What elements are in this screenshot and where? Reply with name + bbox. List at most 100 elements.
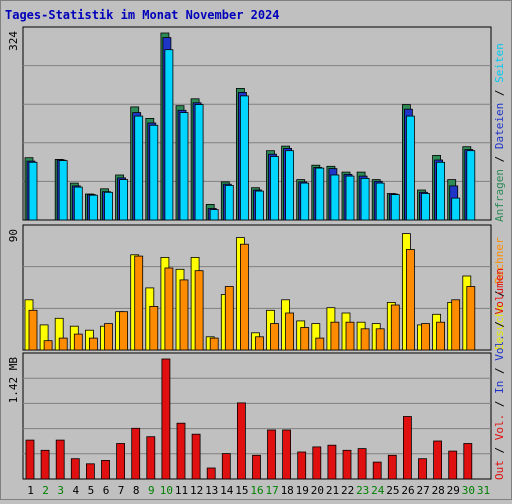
legend-separator: / xyxy=(493,149,506,169)
x-tick-label-day-23: 23 xyxy=(356,484,369,497)
bar-rechner-day-12 xyxy=(194,270,204,351)
x-tick-label-day-18: 18 xyxy=(281,484,294,497)
bar-volumen-day-28 xyxy=(433,440,443,480)
legend-separator: / xyxy=(493,361,506,381)
bar-seiten-day-20 xyxy=(315,167,325,221)
bar-volumen-day-25 xyxy=(387,454,397,480)
bar-rechner-day-21 xyxy=(330,321,340,351)
x-tick-label-day-17: 17 xyxy=(265,484,278,497)
bar-rechner-day-7 xyxy=(119,311,128,351)
bar-volumen-day-21 xyxy=(327,444,337,480)
bar-volumen-day-16 xyxy=(252,454,261,480)
legend-entry: Anfragen xyxy=(493,169,506,222)
legend-entry: Vol. xyxy=(493,334,506,361)
legend-entry: Dateien xyxy=(493,103,506,149)
bar-rechner-day-8 xyxy=(134,255,144,351)
legend-visits: Besuche / Rechner xyxy=(493,237,506,350)
bar-volumen-day-13 xyxy=(206,467,216,480)
bar-seiten-day-24 xyxy=(375,182,385,221)
bar-seiten-day-1 xyxy=(28,161,38,221)
bar-volumen-day-2 xyxy=(40,449,50,480)
x-tick-label-day-25: 25 xyxy=(386,484,399,497)
bar-seiten-day-25 xyxy=(390,194,400,221)
bar-volumen-day-7 xyxy=(116,443,125,480)
bar-volumen-day-11 xyxy=(176,422,186,480)
bar-rechner-day-15 xyxy=(239,243,249,351)
bar-volumen-day-10 xyxy=(161,358,171,480)
bar-seiten-day-27 xyxy=(421,193,430,221)
legend-entry: Volumen xyxy=(493,268,506,314)
bar-volumen-day-30 xyxy=(463,443,473,480)
bar-rechner-day-13 xyxy=(209,337,219,351)
x-tick-label-day-1: 1 xyxy=(27,484,34,497)
bar-volumen-day-17 xyxy=(267,429,276,480)
x-tick-label-day-16: 16 xyxy=(250,484,263,497)
bar-rechner-day-10 xyxy=(164,267,174,351)
bar-volumen-day-24 xyxy=(372,461,382,480)
legend-separator: / xyxy=(493,83,506,103)
bar-rechner-day-20 xyxy=(315,337,325,351)
bar-seiten-day-11 xyxy=(179,112,189,221)
x-tick-label-day-8: 8 xyxy=(133,484,140,497)
bar-rechner-day-24 xyxy=(375,328,385,351)
bar-seiten-day-12 xyxy=(194,104,204,221)
legend-entry: In xyxy=(493,381,506,394)
bar-volumen-day-14 xyxy=(221,453,231,480)
bar-seiten-day-17 xyxy=(270,156,279,221)
legend-entry: Out xyxy=(493,460,506,480)
bar-volumen-day-5 xyxy=(86,463,95,480)
x-tick-label-day-27: 27 xyxy=(416,484,429,497)
bar-volumen-day-22 xyxy=(342,449,352,480)
bar-seiten-day-6 xyxy=(104,191,113,221)
bar-rechner-day-9 xyxy=(149,305,159,351)
bar-volumen-day-18 xyxy=(282,429,292,480)
bar-volumen-day-20 xyxy=(312,446,322,480)
bar-rechner-day-4 xyxy=(73,333,83,351)
x-tick-label-day-24: 24 xyxy=(371,484,385,497)
bar-rechner-day-26 xyxy=(405,249,415,351)
bar-volumen-day-6 xyxy=(101,459,110,480)
bar-volumen-day-26 xyxy=(402,416,412,480)
x-tick-label-day-11: 11 xyxy=(175,484,188,497)
legend-separator: / xyxy=(493,314,506,334)
legend-entry: Besuche xyxy=(493,304,506,350)
bar-seiten-day-14 xyxy=(224,184,234,221)
legend-separator: / xyxy=(493,440,506,460)
x-tick-label-day-22: 22 xyxy=(341,484,354,497)
legend-entry: Rechner xyxy=(493,237,506,284)
legend-hits: Anfragen / Dateien / Seiten xyxy=(493,43,506,222)
bar-rechner-day-6 xyxy=(104,323,113,351)
bar-rechner-day-1 xyxy=(28,309,38,351)
bar-seiten-day-18 xyxy=(285,150,295,221)
bar-seiten-day-4 xyxy=(73,186,83,221)
bar-seiten-day-8 xyxy=(134,115,144,221)
x-tick-label-day-13: 13 xyxy=(205,484,218,497)
y-tick-label-hits: 324 xyxy=(7,31,20,51)
bar-seiten-day-7 xyxy=(119,179,128,221)
legend-separator: / xyxy=(493,394,506,414)
bar-volumen-day-3 xyxy=(55,439,65,480)
bar-rechner-day-11 xyxy=(179,279,189,351)
legend-separator: / xyxy=(493,284,506,304)
legend-entry: Seiten xyxy=(493,43,506,83)
x-tick-label-day-19: 19 xyxy=(296,484,309,497)
bar-seiten-day-15 xyxy=(239,95,249,221)
bar-rechner-day-28 xyxy=(436,321,446,351)
bar-rechner-day-2 xyxy=(43,340,53,351)
bar-seiten-day-10 xyxy=(164,49,174,221)
bar-seiten-day-21 xyxy=(330,174,340,221)
x-tick-label-day-31: 31 xyxy=(477,484,490,497)
x-tick-label-day-26: 26 xyxy=(401,484,414,497)
bar-rechner-day-18 xyxy=(285,312,295,351)
x-tick-label-day-30: 30 xyxy=(462,484,475,497)
bar-volumen-day-19 xyxy=(297,451,307,480)
bar-seiten-day-28 xyxy=(436,161,446,221)
bar-rechner-day-5 xyxy=(89,337,98,351)
x-tick-label-day-6: 6 xyxy=(103,484,110,497)
bar-seiten-day-29 xyxy=(451,197,461,221)
bar-volumen-day-9 xyxy=(146,436,156,480)
bar-seiten-day-9 xyxy=(149,124,159,221)
bar-volumen-day-23 xyxy=(357,448,367,480)
bar-rechner-day-25 xyxy=(390,304,400,351)
